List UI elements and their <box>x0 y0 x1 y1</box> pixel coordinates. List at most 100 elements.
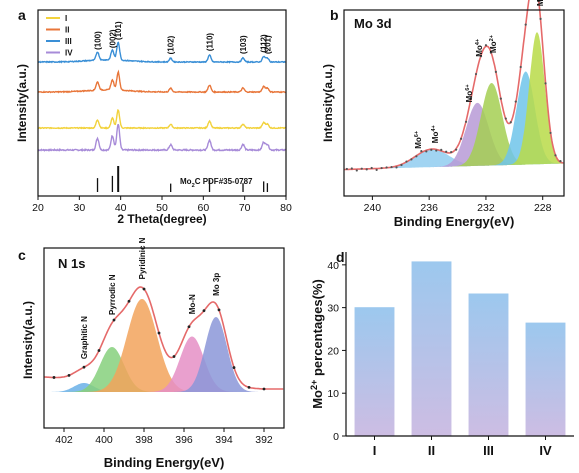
panel-d-y-axis-label-part: 2+ <box>309 380 319 390</box>
panel-a-reference-label-part: Mo <box>180 177 192 186</box>
panel-d-bar-IV <box>525 322 566 436</box>
panel-c-frame <box>43 247 285 429</box>
panel-a-series-IV <box>37 123 287 152</box>
panel-b-peak-label-part: 6+ <box>465 84 471 91</box>
panel-b-data-point <box>474 72 478 76</box>
panel-b-peak-label-part: 2+ <box>489 34 495 41</box>
panel-c-data-point <box>202 309 206 313</box>
panel-d-label: d <box>336 249 345 265</box>
panel-c-data-point <box>262 387 266 391</box>
panel-b-peak-label: Mo6+ <box>414 130 423 149</box>
panel-d-y-tick-label: 30 <box>327 303 339 315</box>
panel-b-data-point <box>350 167 353 170</box>
panel-b-x-tick-label: 240 <box>364 202 382 214</box>
panel-a-frame <box>37 9 287 197</box>
panel-b-data-point <box>365 168 368 171</box>
panel-a-peak-label: (100) <box>94 31 103 50</box>
panel-b-peak-label-part: Mo <box>431 132 440 144</box>
panel-b-data-point <box>469 96 473 99</box>
panel-c-data-point <box>67 373 71 377</box>
panel-b-data-point <box>400 163 403 167</box>
panel-b-peak-label-part: 4+ <box>431 125 437 132</box>
panel-b-data-point <box>559 159 562 163</box>
panel-b-data-point <box>345 167 348 171</box>
panel-c-data-point <box>142 287 146 291</box>
panel-b-data-point <box>445 150 448 153</box>
panel-c-data-point <box>97 349 101 352</box>
panel-b-x-tick-label: 232 <box>477 202 495 214</box>
panel-b-data-point <box>360 167 363 170</box>
panel-c-x-tick-label: 402 <box>55 434 73 446</box>
panel-c-x-ticks: 402 400 398 396 394 392 <box>55 428 273 446</box>
panel-b-data-point <box>385 166 388 169</box>
panel-a-x-tick-label: 30 <box>73 202 85 214</box>
panel-a-x-tick-label: 40 <box>115 202 127 214</box>
panel-d-y-axis-label-part: percentages(%) <box>310 279 325 379</box>
panel-a-legend-label: I <box>65 14 67 23</box>
panel-a-peak-label: (110) <box>206 33 215 52</box>
panel-c-x-tick-label: 398 <box>135 434 153 446</box>
panel-c-data-point <box>172 355 176 358</box>
panel-b-data-point <box>425 150 428 153</box>
panel-b-x-ticks: 240 236 232 228 <box>364 196 552 214</box>
panel-b-data-point <box>504 117 507 120</box>
panel-b-data-point <box>509 121 512 124</box>
panel-b-frame <box>343 9 565 197</box>
panel-c-component-peak <box>44 347 284 392</box>
panel-c-data-point <box>52 376 56 379</box>
panel-b-y-axis-label: Intensity(a.u.) <box>321 64 335 142</box>
panel-b-peak-label: Mo6+ <box>465 84 474 103</box>
panel-c-component-label: Mo-N <box>188 294 197 314</box>
panel-a-x-tick-label: 50 <box>156 202 168 214</box>
panel-b-peak-label: Mo2+ <box>536 0 545 6</box>
panel-d-bar-III <box>468 293 509 436</box>
panel-a-series-I <box>37 108 286 130</box>
panel-d-y-axis-label-part: Mo <box>310 390 325 409</box>
panel-b-data-point <box>539 17 542 20</box>
panel-b-title: Mo 3d <box>354 16 392 31</box>
panel-b-x-axis-label: Binding Energy(eV) <box>394 214 515 229</box>
panel-d-category-label: III <box>483 443 494 458</box>
panel-b-data-point <box>544 82 547 85</box>
panel-a-reference-label: Mo2C PDF#35-0787 <box>180 177 253 189</box>
panel-b-data-point <box>554 154 557 157</box>
panel-b-peak-label-part: Mo <box>489 41 498 53</box>
panel-d-bar-I <box>354 307 395 436</box>
panel-c-x-tick-label: 394 <box>215 434 233 446</box>
panel-a-label: a <box>18 7 26 23</box>
panel-b-data-point <box>440 148 443 151</box>
panel-b-data-point <box>519 65 522 69</box>
panel-c-n1s-chart: c Graphitic N Pyrrodic N Pyridinic N Mo-N Mo… <box>18 237 285 470</box>
panel-d-y-tick-label: 20 <box>327 345 339 357</box>
panel-b-data-point <box>514 100 517 103</box>
panel-b-data-point <box>395 166 398 169</box>
panel-b-peak-label-part: Mo <box>536 0 545 6</box>
panel-c-label: c <box>18 247 26 263</box>
panel-b-data-point <box>524 23 527 26</box>
panel-a-peak-label: (201) <box>263 35 272 54</box>
panel-b-data-point <box>549 131 552 135</box>
panel-b-data-point <box>430 148 433 151</box>
panel-b-peak-label: Mo2+ <box>489 34 498 53</box>
panel-c-data-point <box>112 318 116 322</box>
panel-a-reference-label-part: 2 <box>192 183 195 189</box>
panel-b-data-point <box>499 97 502 100</box>
panel-d-y-axis-label: Mo2+ percentages(%) <box>309 279 325 409</box>
panel-b-peak-label-part: Mo <box>414 137 423 149</box>
panel-b-x-tick-label: 228 <box>534 202 552 214</box>
panel-c-data-point <box>82 365 86 369</box>
panel-a-reference-label-part: C PDF#35-0787 <box>195 177 253 186</box>
panel-a-series-II <box>37 69 286 94</box>
panel-b-mo3d-chart: b Mo6+Mo4+Mo6+Mo4+Mo2+Mo4+Mo2+ Mo 3d 240… <box>321 0 565 229</box>
panel-b-x-tick-label: 236 <box>420 202 438 214</box>
panel-c-data-point <box>217 308 221 312</box>
panel-b-data-point <box>459 137 463 140</box>
panel-b-data-point <box>405 160 408 163</box>
panel-d-bar-II <box>411 261 452 436</box>
panel-a-x-axis-label: 2 Theta(degree) <box>117 212 206 226</box>
panel-c-data-point <box>232 366 236 369</box>
panel-b-peak-label-part: Mo <box>465 91 474 103</box>
